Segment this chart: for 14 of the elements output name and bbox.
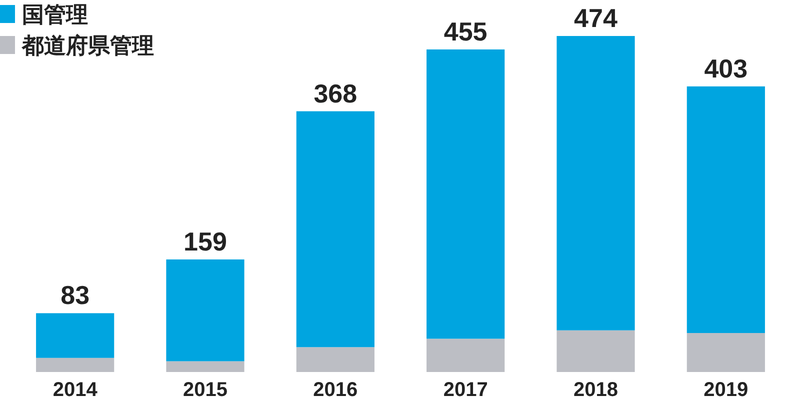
annotation: 368 xyxy=(314,78,358,108)
x-tick-label: 2019 xyxy=(704,379,748,401)
x-tick-label: 2016 xyxy=(313,379,358,401)
x-tick-label: 2017 xyxy=(443,379,488,401)
annotation: 455 xyxy=(444,16,488,46)
legend-label: 都道府県管理 xyxy=(21,33,154,58)
x-tick-label: 2018 xyxy=(574,379,618,401)
annotation: 83 xyxy=(60,280,90,310)
legend-label: 国管理 xyxy=(22,2,88,27)
x-tick-label: 2014 xyxy=(52,379,98,401)
x-tick-label: 2015 xyxy=(183,379,228,401)
annotation: 403 xyxy=(704,53,748,84)
annotation: 474 xyxy=(574,3,618,33)
annotation: 159 xyxy=(184,226,227,256)
